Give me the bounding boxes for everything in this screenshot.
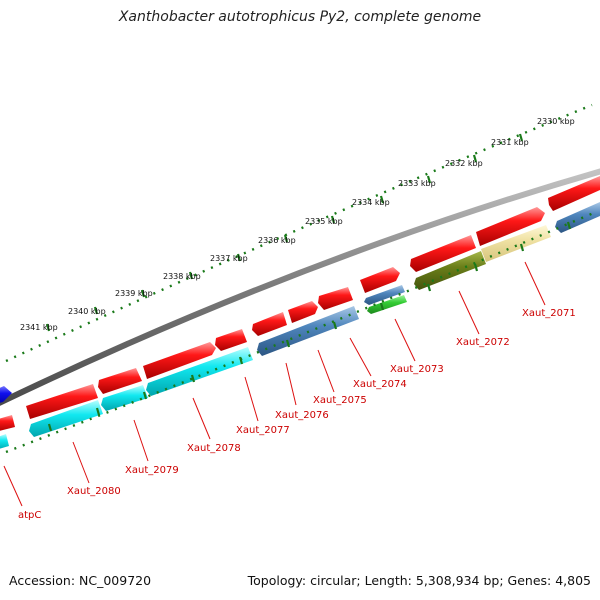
gene-arrow-forward [215, 329, 247, 351]
kbp-label: 2335 kbp [305, 217, 343, 226]
gene-label-xaut-2078: Xaut_2078 [187, 443, 241, 454]
topology-text: Topology: circular; Length: 5,308,934 bp… [247, 573, 591, 588]
kbp-tick [45, 323, 51, 332]
inner-kbp-tick [142, 391, 148, 400]
gene-arrow-reverse [101, 385, 148, 411]
leader-line [349, 337, 372, 377]
gene-arrow-forward [288, 301, 318, 323]
leader-line [3, 465, 23, 507]
kbp-label: 2339 kbp [115, 289, 153, 298]
leader-line [458, 290, 480, 335]
gene-arrow-forward [410, 235, 476, 272]
inner-kbp-tick [95, 407, 101, 416]
kbp-tick [330, 215, 336, 224]
inner-kbp-tick [47, 423, 53, 432]
kbp-label: 2330 kbp [537, 117, 575, 126]
kbp-tick [518, 133, 524, 142]
inner-dotted-scale-line [5, 210, 597, 454]
kbp-tick [236, 253, 242, 262]
kbp-tick [472, 154, 478, 163]
gene-label-xaut-2074: Xaut_2074 [353, 379, 407, 390]
gene-arrow-reverse [146, 347, 253, 396]
gene-arrow-forward [360, 267, 400, 293]
inner-kbp-tick [285, 339, 291, 348]
gene-arrow-forward [252, 312, 287, 336]
gene-arrow-forward [548, 176, 600, 211]
leader-line [317, 349, 335, 393]
inner-kbp-tick [566, 221, 572, 230]
gene-label-xaut-2080: Xaut_2080 [67, 486, 121, 497]
inner-kbp-tick [426, 283, 432, 292]
label-leaders [3, 261, 546, 507]
gene-label-xaut-2072: Xaut_2072 [456, 337, 510, 348]
inner-kbp-tick [379, 302, 385, 311]
gene-arrow-forward [26, 384, 98, 419]
gene-arrow-forward [98, 368, 142, 394]
kbp-label: 2334 kbp [352, 198, 390, 207]
leader-line [244, 376, 259, 422]
kbp-tick [283, 234, 289, 243]
inner-kbp-tick [332, 321, 338, 330]
gene-arrow-blue [0, 386, 12, 403]
gene-arrow-forward [476, 207, 545, 246]
inner-kbp-tick [190, 374, 196, 383]
gene-arrow-reverse [364, 285, 405, 305]
gene-label-xaut-2079: Xaut_2079 [125, 465, 179, 476]
kbp-label: 2341 kbp [20, 323, 58, 332]
kbp-label: 2338 kbp [163, 272, 201, 281]
kbp-label: 2340 kbp [68, 307, 106, 316]
gene-arrow-reverse [0, 434, 9, 449]
forward-strand-genes [0, 176, 600, 431]
genome-backbone [0, 168, 600, 406]
inner-kbp-tick [238, 356, 244, 365]
leader-line [394, 318, 416, 362]
leader-line [524, 261, 546, 306]
gene-arrow-forward [318, 287, 353, 310]
kbp-tick [188, 271, 194, 280]
gene-arrow-reverse [367, 295, 407, 314]
gene-label-xaut-2071: Xaut_2071 [522, 308, 576, 319]
kbp-label: 2337 kbp [210, 254, 248, 263]
leader-line [285, 362, 297, 406]
kbp-tick [93, 306, 99, 315]
gene-arrow-forward [0, 415, 15, 431]
inner-kbp-tick [473, 263, 479, 272]
outer-dotted-scale-line [5, 103, 593, 363]
leader-line [192, 397, 211, 440]
leader-line [72, 441, 90, 484]
gene-arrow-forward [143, 342, 216, 379]
accession-text: Accession: NC_009720 [9, 573, 152, 588]
kbp-label: 2331 kbp [491, 138, 529, 147]
leader-line [133, 419, 149, 462]
kbp-label: 2333 kbp [398, 179, 436, 188]
gene-label-xaut-2076: Xaut_2076 [275, 410, 329, 421]
gene-arrow-reverse [29, 400, 103, 437]
gene-label-atpc: atpC [18, 510, 41, 521]
map-title: Xanthobacter autotrophicus Py2, complete… [118, 9, 482, 25]
gene-label-xaut-2075: Xaut_2075 [313, 395, 367, 406]
kbp-tick [140, 289, 146, 298]
outer-kbp-scale: 2330 kbp 2331 kbp 2332 kbp 2333 kbp 2334… [5, 103, 593, 363]
kbp-tick [426, 175, 432, 184]
kbp-label: 2332 kbp [445, 159, 483, 168]
inner-kbp-tick [519, 243, 525, 252]
gene-label-xaut-2073: Xaut_2073 [390, 364, 444, 375]
kbp-label: 2336 kbp [258, 236, 296, 245]
kbp-tick [379, 195, 385, 204]
gene-label-xaut-2077: Xaut_2077 [236, 425, 290, 436]
